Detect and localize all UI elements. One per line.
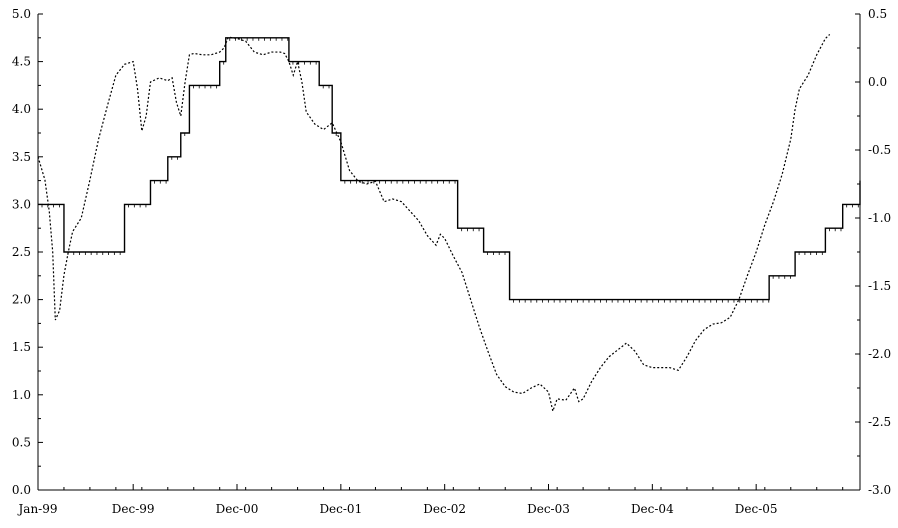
left-tick-label: 0.5 — [12, 435, 31, 449]
x-tick-label: Dec-00 — [216, 502, 259, 516]
policy-rate-step-line — [38, 37, 861, 301]
right-axis-ticks: -3.0 -2.5 -2.0 -1.5 -1.0 -0.5 0.0 0.5 — [855, 7, 891, 497]
x-tick-label: Dec-03 — [527, 502, 570, 516]
x-tick-label: Jan-99 — [16, 502, 57, 516]
left-tick-label: 3.5 — [12, 150, 31, 164]
right-tick-label: -2.5 — [868, 415, 891, 429]
right-tick-label: 0.0 — [868, 75, 887, 89]
left-tick-label: 2.0 — [12, 293, 31, 307]
x-tick-label: Dec-99 — [112, 502, 155, 516]
left-tick-label: 5.0 — [12, 7, 31, 21]
spread-dotted-line — [37, 33, 831, 414]
left-tick-label: 4.5 — [12, 55, 31, 69]
right-tick-label: -1.5 — [868, 279, 891, 293]
right-tick-label: -2.0 — [868, 347, 891, 361]
right-tick-label: -3.0 — [868, 483, 891, 497]
right-tick-label: 0.5 — [868, 7, 887, 21]
x-tick-label: Dec-01 — [319, 502, 362, 516]
left-tick-label: 1.0 — [12, 388, 31, 402]
axes — [37, 14, 861, 491]
x-axis-ticks: Jan-99 Dec-99 Dec-00 Dec-01 Dec-02 Dec-03 Dec-… — [16, 484, 844, 516]
series-layer — [37, 33, 861, 414]
right-tick-label: -1.0 — [868, 211, 891, 225]
left-tick-label: 3.0 — [12, 197, 31, 211]
left-tick-label: 4.0 — [12, 102, 31, 116]
left-axis-ticks: 0.0 0.5 1.0 1.5 2.0 2.5 3.0 3.5 4.0 4.5 5.0 — [12, 7, 43, 497]
left-tick-label: 0.0 — [12, 483, 31, 497]
right-tick-label: -0.5 — [868, 143, 891, 157]
left-tick-label: 2.5 — [12, 245, 31, 259]
x-tick-label: Dec-02 — [423, 502, 466, 516]
x-tick-label: Dec-05 — [735, 502, 778, 516]
x-tick-label: Dec-04 — [631, 502, 674, 516]
left-tick-label: 1.5 — [12, 340, 31, 354]
